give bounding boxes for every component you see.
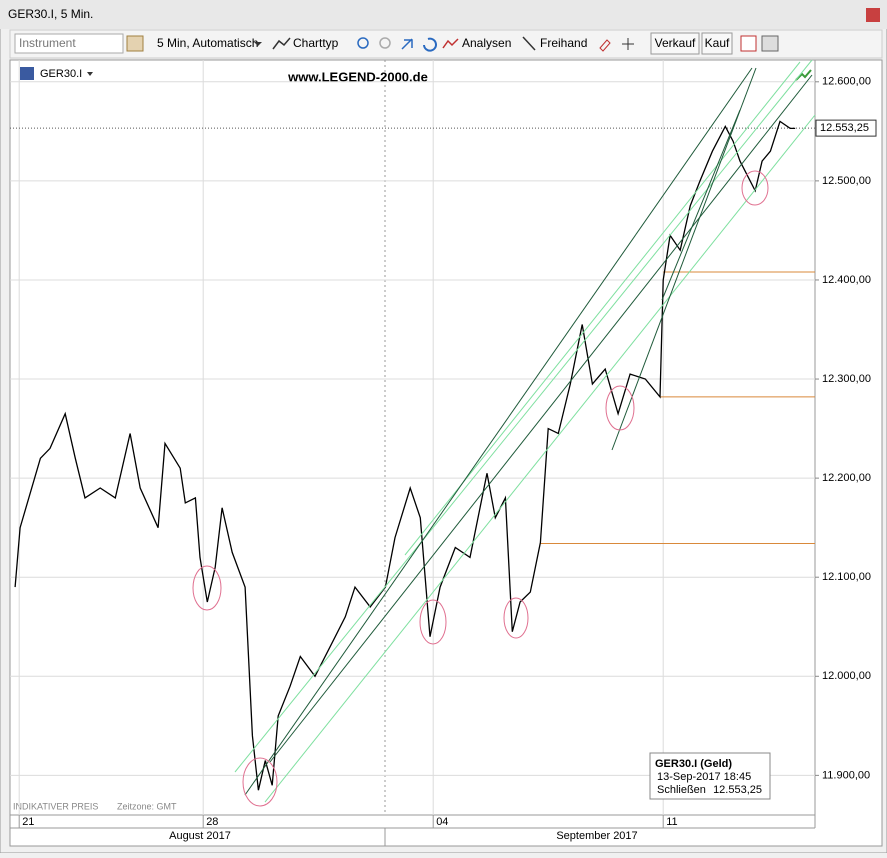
x-tick-label: 04 [436,816,448,828]
interval-dropdown[interactable]: 5 Min, Automatisch [157,36,258,50]
highlight-ellipse [419,599,447,645]
dropdown-arrow [254,42,262,46]
dropdown-arrow [87,72,93,76]
title-bar [0,0,887,29]
series-legend[interactable]: GER30.I [40,68,82,80]
info-time: 13-Sep-2017 18:45 [657,771,751,783]
fit-icon[interactable] [401,38,413,50]
trend-line [269,74,813,763]
highlight-ellipse [242,757,278,807]
footer-note: INDIKATIVER PREIS [13,801,98,811]
info-box: GER30.I (Geld) 13-Sep-2017 18:45 Schließ… [649,752,771,800]
instrument-input[interactable] [14,33,124,54]
highlight-ellipse [503,597,529,639]
freehand-dropdown[interactable]: Freihand [540,36,587,50]
tool-icon[interactable] [126,35,144,52]
analyses-dropdown[interactable]: Analysen [462,36,511,50]
buy-label: Kauf [705,36,730,50]
instrument-icon [20,67,34,80]
analyses-icon [442,38,459,49]
channel-line [404,61,801,556]
month-label: August 2017 [169,830,231,842]
toolbar: Instrument 5 Min, Automatisch Charttyp A… [9,29,883,59]
month-label: September 2017 [556,830,637,842]
charttype-icon [272,37,291,50]
x-tick-label: 28 [206,816,218,828]
info-box-bg [649,752,771,800]
y-tick-label: 12.300,00 [822,373,871,385]
eraser-icon[interactable] [599,39,611,52]
zoom-out[interactable] [379,37,391,49]
x-tick-label: 21 [22,816,34,828]
chart-panel [9,59,883,847]
timezone: Zeitzone: GMT [117,801,177,811]
sell-button[interactable] [650,32,700,55]
y-tick-label: 12.400,00 [822,274,871,286]
info-field: Schließen [657,784,706,796]
y-tick-label: 12.200,00 [822,472,871,484]
last-price-box [815,119,877,137]
drawings [192,59,816,807]
zoom-in[interactable] [357,37,369,49]
print-icon[interactable] [761,35,779,52]
highlight-ellipse [741,170,769,206]
last-price-label: 12.553,25 [820,122,869,134]
highlight-ellipse [605,385,635,431]
y-tick-label: 12.100,00 [822,571,871,583]
sell-label: Verkauf [655,36,696,50]
crosshair-icon[interactable] [622,38,634,50]
info-title: GER30.I (Geld) [655,758,732,770]
close-button[interactable] [866,8,880,22]
undo-icon[interactable] [423,37,437,52]
channel-line [264,114,816,803]
trend-icon [795,69,812,81]
freehand-icon [522,36,536,51]
watermark: www.LEGEND-2000.de [287,69,428,84]
instrument-placeholder: Instrument [19,36,76,50]
trend-line [611,67,757,451]
y-tick-label: 12.500,00 [822,175,871,187]
highlight-ellipse [192,565,222,611]
info-value: 12.553,25 [713,784,762,796]
channel-line [234,59,813,773]
x-tick-label: 11 [666,816,677,828]
y-tick-label: 12.600,00 [822,76,871,88]
trend-line [244,67,753,796]
chart-settings-icon[interactable] [740,35,757,52]
trend-line [661,109,741,301]
window-title: GER30.I, 5 Min. [8,7,93,21]
y-tick-label: 11.900,00 [822,769,870,781]
charttype-dropdown[interactable]: Charttyp [293,36,339,50]
buy-button[interactable] [701,32,733,55]
y-tick-label: 12.000,00 [822,670,871,682]
price-line [14,120,796,791]
